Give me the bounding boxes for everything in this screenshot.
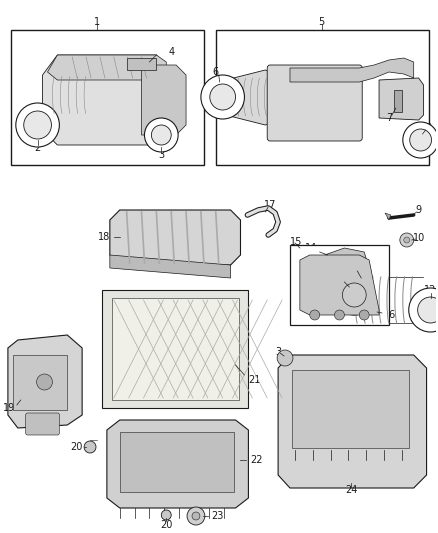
FancyBboxPatch shape	[267, 65, 362, 141]
Text: 6: 6	[213, 67, 219, 77]
Text: 2: 2	[35, 143, 41, 153]
Circle shape	[161, 510, 171, 520]
Text: 3: 3	[275, 347, 281, 357]
Circle shape	[403, 122, 438, 158]
Polygon shape	[379, 78, 424, 120]
Text: 5: 5	[318, 17, 325, 27]
Polygon shape	[290, 58, 414, 82]
Polygon shape	[300, 255, 379, 315]
Polygon shape	[8, 335, 82, 428]
Circle shape	[16, 103, 60, 147]
Text: 22: 22	[251, 455, 263, 465]
Circle shape	[84, 441, 96, 453]
Polygon shape	[107, 420, 248, 508]
Circle shape	[310, 310, 320, 320]
Polygon shape	[42, 55, 171, 145]
Bar	[102, 290, 248, 408]
Text: 12: 12	[424, 285, 437, 295]
Circle shape	[37, 374, 53, 390]
Polygon shape	[226, 70, 280, 125]
Text: 18: 18	[98, 232, 110, 242]
Circle shape	[152, 125, 171, 145]
Text: 21: 21	[248, 375, 261, 385]
Text: 14: 14	[305, 243, 318, 253]
Circle shape	[404, 237, 410, 243]
Circle shape	[192, 512, 200, 520]
Bar	[120, 432, 233, 492]
Circle shape	[343, 283, 366, 307]
Circle shape	[410, 129, 431, 151]
Circle shape	[201, 75, 244, 119]
Bar	[127, 58, 156, 70]
Text: 19: 19	[3, 403, 15, 413]
Text: 23: 23	[211, 511, 223, 521]
Polygon shape	[110, 210, 240, 265]
Text: 1: 1	[94, 17, 100, 27]
Text: 15: 15	[290, 237, 302, 247]
Text: 11: 11	[336, 275, 348, 285]
Bar	[292, 370, 409, 448]
Bar	[394, 90, 402, 112]
Text: 13: 13	[348, 263, 360, 273]
Text: 8: 8	[425, 123, 431, 133]
Circle shape	[187, 507, 205, 525]
Text: 20: 20	[70, 442, 82, 452]
Text: 20: 20	[160, 520, 173, 530]
Circle shape	[335, 275, 374, 315]
Polygon shape	[325, 248, 367, 265]
Text: 9: 9	[416, 205, 422, 215]
Bar	[13, 355, 67, 410]
Circle shape	[400, 233, 414, 247]
Polygon shape	[47, 55, 166, 80]
Text: 17: 17	[264, 200, 276, 210]
Text: 10: 10	[413, 233, 425, 243]
Text: 3: 3	[158, 150, 164, 160]
Text: 4: 4	[168, 47, 174, 57]
Circle shape	[145, 118, 178, 152]
Circle shape	[24, 111, 51, 139]
Circle shape	[335, 310, 344, 320]
Text: 7: 7	[386, 113, 392, 123]
Bar	[11, 30, 204, 165]
Polygon shape	[278, 355, 427, 488]
Polygon shape	[385, 213, 391, 220]
Polygon shape	[110, 255, 230, 278]
FancyBboxPatch shape	[26, 413, 60, 435]
Circle shape	[409, 288, 438, 332]
Circle shape	[359, 310, 369, 320]
Bar	[112, 298, 239, 400]
Circle shape	[210, 84, 236, 110]
Bar	[216, 30, 428, 165]
Circle shape	[418, 297, 438, 323]
Circle shape	[277, 350, 293, 366]
Text: 24: 24	[345, 485, 357, 495]
Text: 16: 16	[384, 310, 396, 320]
Bar	[290, 245, 389, 325]
Polygon shape	[141, 65, 186, 135]
